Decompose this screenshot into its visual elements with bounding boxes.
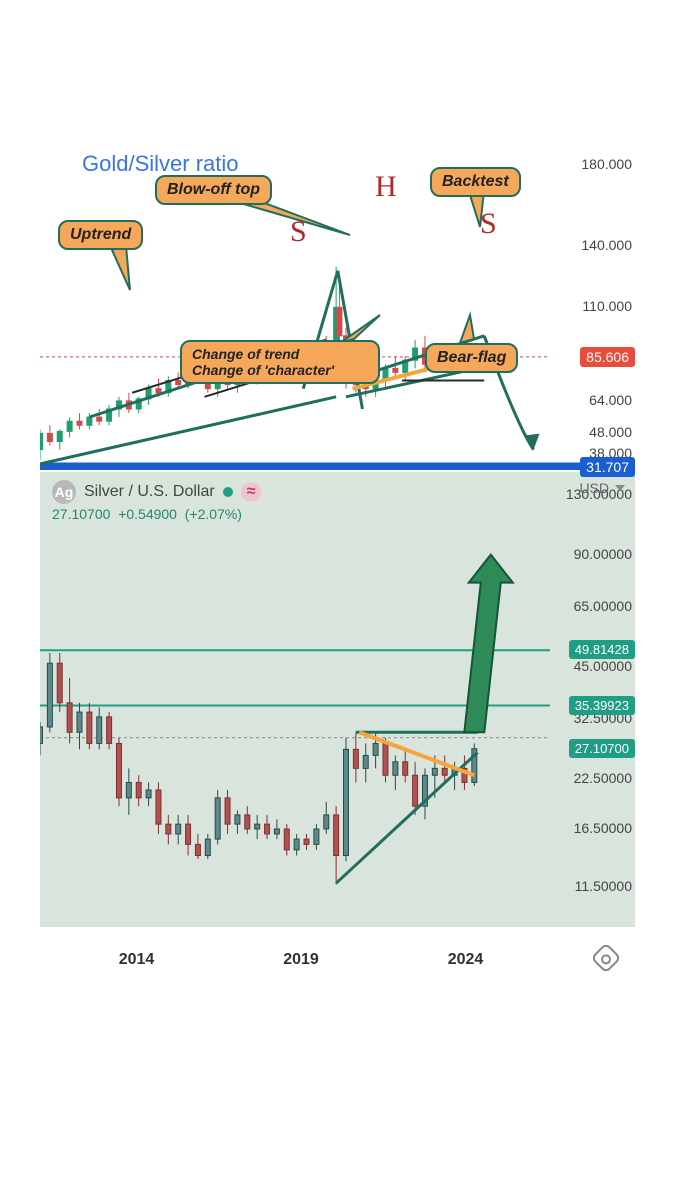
xaxis-year: 2019 xyxy=(283,951,319,969)
price-badge-support: 31.707 xyxy=(580,457,635,477)
chart-title-goldsilver: Gold/Silver ratio xyxy=(82,151,239,177)
gs-ytick: 110.000 xyxy=(582,298,632,314)
page-root: Gold/Silver ratio S H S Uptrend Blow-off… xyxy=(0,0,675,1200)
chevron-down-icon xyxy=(615,485,625,491)
top-margin xyxy=(0,0,675,165)
su-ytick: 16.50000 xyxy=(574,820,632,836)
silver-usd-chart[interactable]: Ag Silver / U.S. Dollar ≈ 27.10700 +0.54… xyxy=(40,472,635,927)
su-ytick: 22.50000 xyxy=(574,770,632,786)
price-badge-current: 85.606 xyxy=(580,347,635,367)
callout-bearflag: Bear-flag xyxy=(425,343,518,373)
price-line: 27.10700 +0.54900 (+2.07%) xyxy=(52,506,242,522)
level-badge-c: 27.10700 xyxy=(569,739,635,758)
shoulder-right-label: S xyxy=(480,207,497,241)
currency-label: USD xyxy=(579,480,609,496)
gs-ytick: 48.000 xyxy=(589,424,632,440)
gold-silver-chart[interactable]: Gold/Silver ratio S H S Uptrend Blow-off… xyxy=(40,165,635,470)
gs-ytick: 180.000 xyxy=(581,156,632,172)
symbol-name: Silver / U.S. Dollar xyxy=(84,483,215,501)
su-ytick: 90.00000 xyxy=(574,546,632,562)
callout-uptrend: Uptrend xyxy=(58,220,143,250)
xaxis-year: 2014 xyxy=(119,951,155,969)
callout-change-text: Change of trendChange of 'character' xyxy=(192,346,334,378)
callout-backtest: Backtest xyxy=(430,167,521,197)
gs-ytick: 64.000 xyxy=(589,392,632,408)
silver-icon: Ag xyxy=(52,480,76,504)
currency-dropdown[interactable]: USD xyxy=(579,480,625,496)
gs-ytick: 140.000 xyxy=(581,237,632,253)
symbol-header[interactable]: Ag Silver / U.S. Dollar ≈ xyxy=(52,480,261,504)
xaxis-year: 2024 xyxy=(448,951,484,969)
shoulder-left-label: S xyxy=(290,215,307,249)
time-axis: 2014 2019 2024 xyxy=(40,927,635,987)
su-ytick: 45.00000 xyxy=(574,658,632,674)
head-label: H xyxy=(375,170,397,204)
su-ytick: 65.00000 xyxy=(574,598,632,614)
silver-usd-svg xyxy=(40,472,635,927)
callout-blowoff: Blow-off top xyxy=(155,175,272,205)
level-badge-a: 49.81428 xyxy=(569,640,635,659)
level-badge-b: 35.39923 xyxy=(569,696,635,715)
last-price: 27.10700 xyxy=(52,506,110,522)
live-dot-icon xyxy=(223,487,233,497)
price-change: +0.54900 xyxy=(118,506,177,522)
gold-silver-svg xyxy=(40,165,635,470)
price-change-pct: (+2.07%) xyxy=(185,506,242,522)
settings-icon[interactable] xyxy=(590,942,621,973)
callout-change: Change of trendChange of 'character' xyxy=(180,340,380,384)
su-ytick: 11.50000 xyxy=(575,878,632,894)
approx-icon: ≈ xyxy=(241,483,262,501)
